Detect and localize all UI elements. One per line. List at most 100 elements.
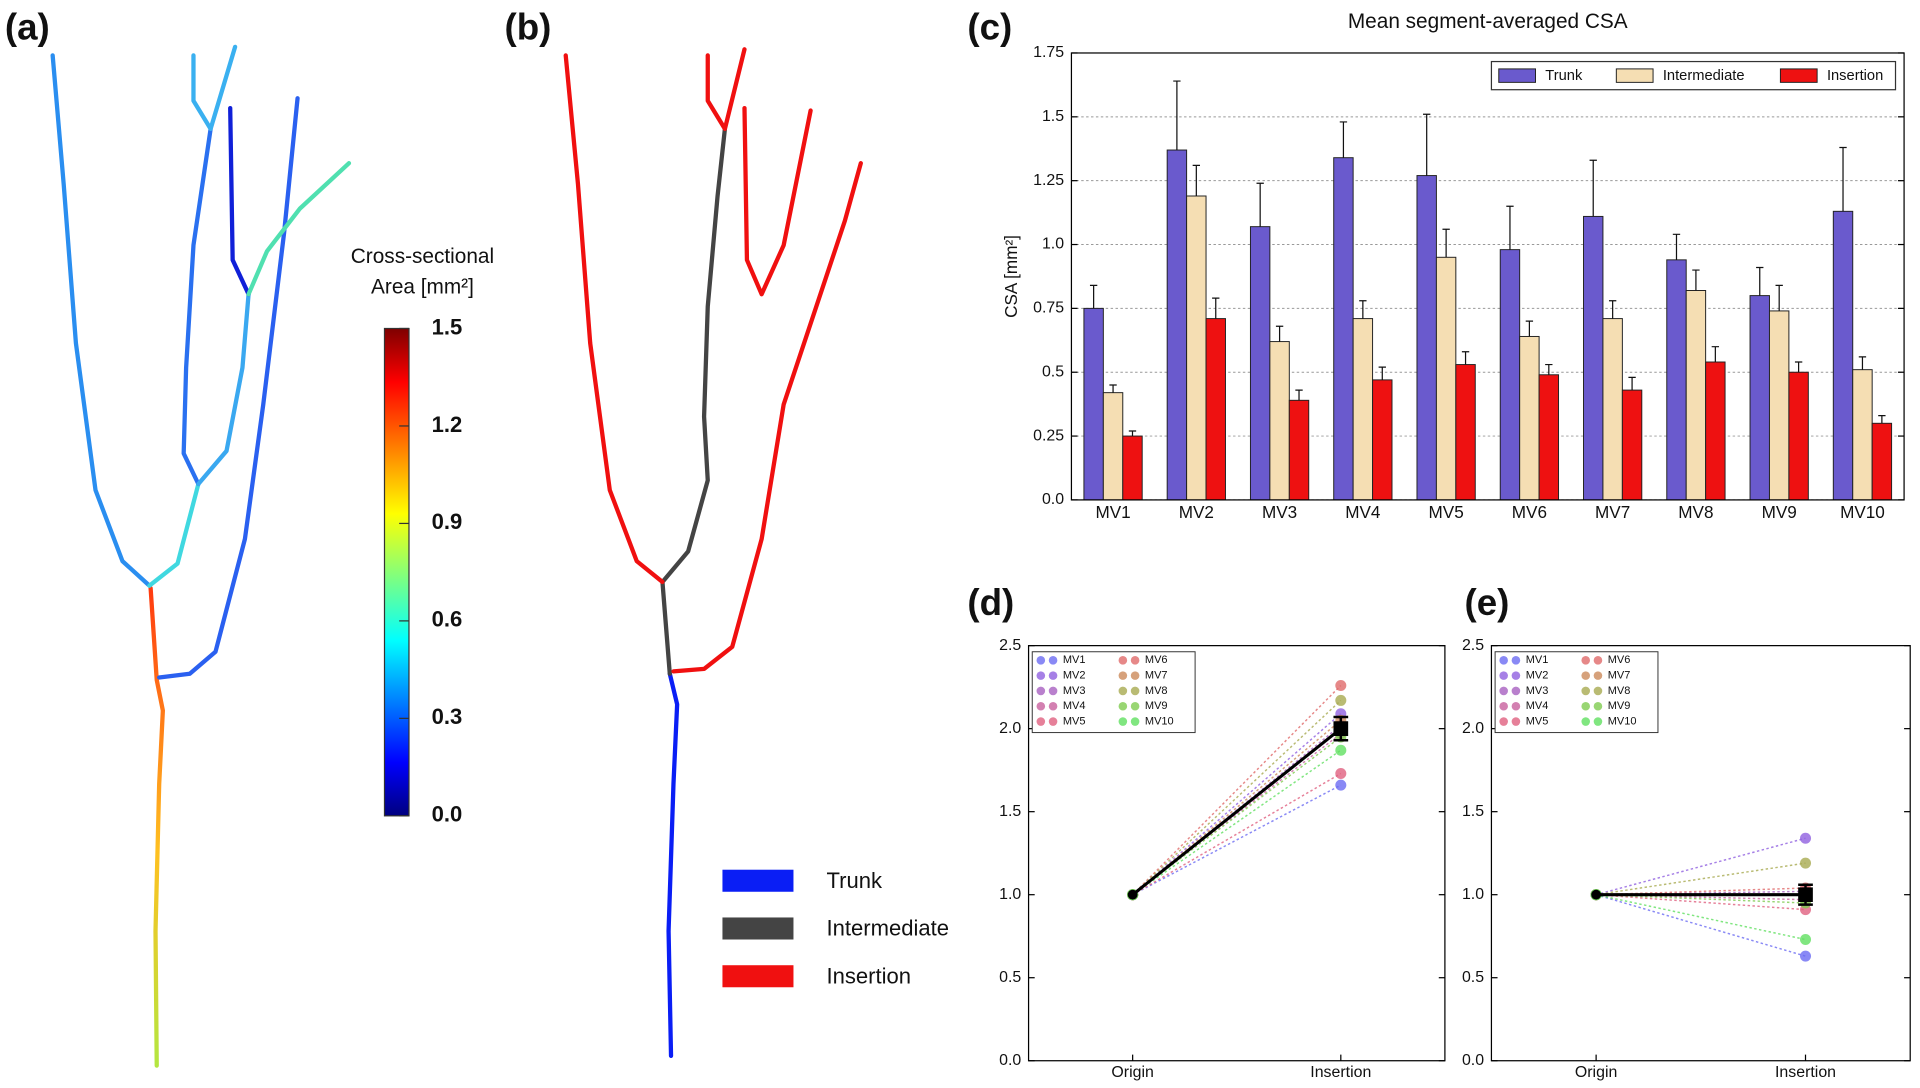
legend-swatch	[722, 917, 794, 940]
error-bar	[1628, 376, 1636, 391]
plot-frame	[1490, 645, 1911, 1062]
tree-a	[50, 44, 352, 1068]
y-tick-label: 0.5	[1042, 363, 1064, 380]
tree-branch	[157, 96, 300, 680]
legend-dot	[1593, 686, 1603, 696]
series-line	[1596, 893, 1806, 911]
legend-swatch	[1779, 68, 1818, 83]
y-tick-label: 0.0	[1042, 491, 1064, 508]
bar	[1372, 379, 1393, 501]
x-tick-label: MV1	[1095, 502, 1130, 522]
error-bar	[1711, 346, 1720, 363]
series-line	[1132, 684, 1342, 896]
legend-label: Insertion	[1827, 68, 1883, 84]
x-tick-label: Origin	[1575, 1064, 1617, 1081]
x-tick-label: MV5	[1429, 502, 1464, 522]
bar	[1122, 435, 1143, 501]
series-line	[1595, 893, 1806, 941]
legend-label: MV6	[1145, 654, 1168, 666]
tree-branch	[563, 53, 665, 585]
bar	[1749, 295, 1770, 501]
y-tick-label: 1.75	[1033, 44, 1064, 61]
y-tick-label: 1.5	[1042, 108, 1064, 125]
legend-label: MV3	[1063, 685, 1086, 697]
series-line	[1132, 784, 1342, 896]
legend-dot	[1036, 686, 1046, 696]
x-tick-label: Origin	[1111, 1064, 1153, 1081]
x-tick-label: MV7	[1595, 502, 1630, 522]
series-line	[1132, 772, 1342, 896]
y-tick-label: 0.0	[999, 1052, 1021, 1069]
error-bar	[1192, 164, 1200, 196]
colorbar-tick-label: 1.5	[432, 314, 463, 339]
bar	[1871, 422, 1893, 501]
error-bar	[1794, 361, 1803, 373]
tree-branch	[246, 161, 352, 297]
series-line	[1595, 893, 1806, 957]
error-bar	[1109, 384, 1117, 393]
legend-dot	[1118, 717, 1128, 726]
legend-swatch	[722, 869, 794, 892]
segment-legend: Trunk Intermediate Insertion	[722, 868, 949, 988]
error-bar	[1359, 300, 1367, 319]
colorbar-scale	[383, 327, 410, 817]
error-bar	[1545, 363, 1553, 375]
error-bar	[1212, 297, 1220, 319]
legend-dot	[1593, 701, 1603, 711]
legend-dot	[1581, 701, 1590, 711]
legend-label: Intermediate	[1663, 68, 1745, 84]
legend-label: MV5	[1063, 715, 1086, 727]
legend-frame	[1031, 651, 1196, 734]
legend-label: Insertion	[827, 963, 911, 988]
panel-label: (d)	[967, 582, 1014, 623]
error-bar	[1692, 269, 1700, 291]
legend-label: MV3	[1526, 685, 1549, 697]
mean-dot	[1591, 889, 1602, 900]
error-bar	[1089, 284, 1098, 309]
x-tick-label: MV4	[1345, 502, 1381, 522]
series-dot	[1335, 767, 1347, 779]
series-line	[1132, 736, 1342, 896]
legend-dot	[1048, 671, 1058, 680]
error-bar	[1275, 325, 1284, 342]
series-dot	[1335, 679, 1347, 691]
bar	[1435, 256, 1457, 501]
error-bar	[1295, 389, 1303, 401]
chart: 0.0 0.5 1.0 1.5 2.0 2.5 Origin Insertion MV1 MV2 M…	[999, 637, 1446, 1081]
legend-dot	[1499, 671, 1508, 680]
bar	[1832, 210, 1854, 501]
legend-dot	[1118, 701, 1128, 711]
y-tick-label: 2.5	[999, 637, 1021, 654]
bar	[1583, 215, 1604, 501]
error-bar	[1756, 266, 1764, 296]
x-tick-label: MV10	[1840, 502, 1885, 522]
legend-dot	[1593, 717, 1603, 726]
series-line	[1595, 837, 1806, 896]
series-dot	[1335, 694, 1347, 706]
y-tick-label: 1.5	[1462, 803, 1484, 820]
bar	[1852, 369, 1873, 501]
y-tick-label: 2.5	[1462, 637, 1484, 654]
legend-dot	[1581, 656, 1590, 665]
legend-label: MV2	[1526, 670, 1549, 682]
colorbar-tick-label: 0.3	[432, 704, 463, 729]
chart: 0.0 0.25 0.5 0.75 1.0 1.25 1.5 1.75 Mean segment…	[1001, 10, 1905, 522]
tree-branch	[228, 105, 251, 297]
legend-label: MV8	[1608, 685, 1631, 697]
plot-frame	[1027, 645, 1446, 1062]
legend-dot	[1499, 686, 1508, 696]
y-tick-label: 0.75	[1033, 300, 1064, 317]
y-tick-label: 1.0	[999, 886, 1021, 903]
legend-label: MV6	[1608, 654, 1631, 666]
legend-dot	[1130, 686, 1140, 696]
legend-dot	[1036, 656, 1046, 665]
tree-branch	[671, 161, 863, 674]
legend-dot	[1130, 656, 1140, 665]
error-bar	[1608, 300, 1617, 319]
y-tick-label: 2.0	[1462, 720, 1484, 737]
error-bar	[1525, 320, 1534, 337]
error-bar	[1839, 146, 1847, 212]
bar	[1768, 310, 1790, 501]
